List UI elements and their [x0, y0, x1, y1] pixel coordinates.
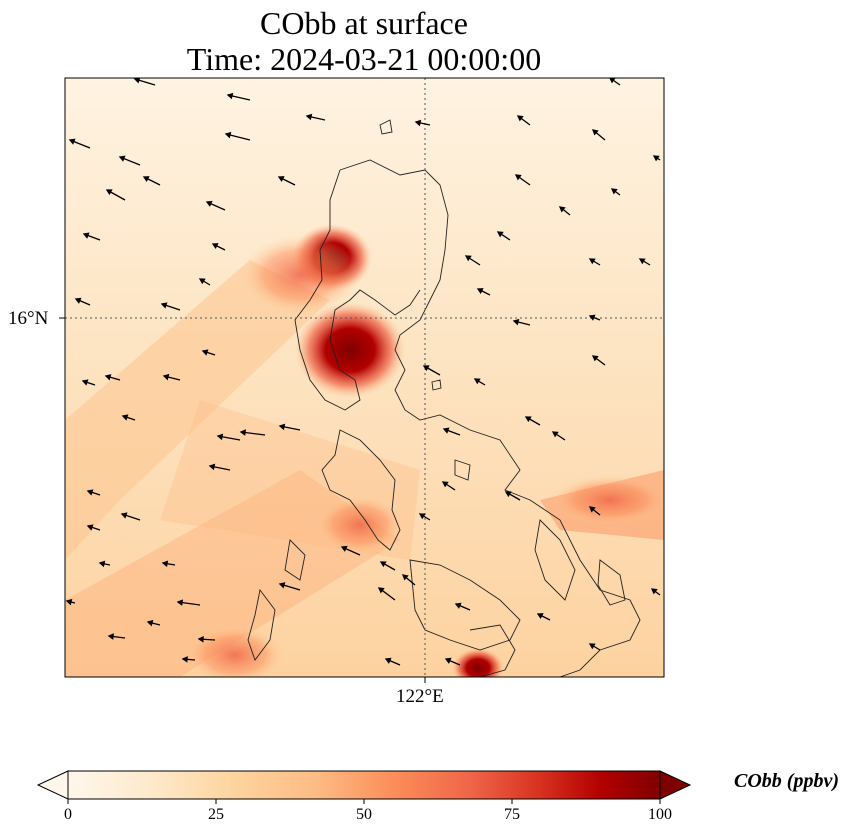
wind-arrow-head — [216, 433, 224, 441]
wind-arrow-head — [591, 355, 599, 362]
wind-arrow-head — [161, 560, 169, 568]
wind-arrow-head — [638, 258, 646, 265]
latitude-label: 16°N — [8, 308, 49, 329]
wind-arrow-head — [340, 545, 348, 552]
wind-arrow-head — [226, 92, 234, 100]
colorbar-tick: 0 — [64, 806, 72, 823]
wind-arrow-head — [422, 365, 430, 372]
wind-arrow-head — [208, 463, 216, 471]
wind-arrow-head — [86, 489, 94, 496]
wind-arrow-head — [181, 656, 188, 663]
colorbar-tick: 50 — [356, 806, 372, 823]
wind-arrow-head — [86, 524, 94, 531]
wind-arrow-head — [197, 635, 204, 643]
colorbar-extend-high — [659, 770, 692, 800]
wind-arrow-head — [454, 602, 462, 609]
wind-arrow-head — [277, 176, 285, 183]
wind-arrow-head — [118, 155, 126, 162]
wind-arrow-head — [104, 374, 112, 381]
wind-arrow-head — [305, 113, 313, 121]
wind-vectors — [65, 78, 661, 666]
wind-arrow-head — [162, 373, 170, 381]
wind-arrow-head — [120, 512, 128, 519]
wind-arrow-head — [504, 491, 512, 498]
wind-arrow-head — [588, 643, 596, 650]
wind-arrow-head — [201, 349, 209, 356]
wind-arrow-head — [401, 574, 409, 581]
wind-arrow-head — [105, 189, 113, 196]
wind-arrow-head — [224, 131, 232, 139]
wind-arrow-head — [496, 231, 504, 238]
colorbar-unit-label: CObb (ppbv) — [734, 770, 839, 792]
wind-arrow-head — [278, 423, 286, 431]
wind-arrow-head — [418, 513, 426, 520]
wind-arrow-head — [588, 506, 596, 513]
wind-arrow-head — [536, 613, 544, 620]
colorbar-tick: 75 — [504, 806, 520, 823]
colorbar-extend-low — [36, 770, 69, 800]
wind-arrow-head — [444, 657, 452, 664]
coastline — [247, 119, 641, 677]
wind-arrow-head — [107, 633, 115, 640]
wind-arrow-head — [414, 119, 422, 127]
wind-arrow-head — [384, 657, 392, 664]
wind-arrow-head — [476, 288, 484, 295]
wind-arrow-head — [82, 232, 90, 239]
wind-arrow-head — [610, 188, 618, 195]
wind-arrow-head — [379, 561, 387, 568]
wind-arrow-head — [591, 129, 599, 136]
wind-arrow-head — [176, 599, 184, 606]
wind-arrow-head — [121, 414, 129, 421]
wind-arrow-head — [652, 155, 660, 162]
wind-arrow-head — [142, 176, 150, 183]
wind-arrow-head — [211, 243, 219, 250]
wind-arrow-head — [65, 598, 73, 606]
wind-arrow-head — [512, 318, 520, 326]
wind-arrow-head — [98, 560, 106, 568]
map-frame — [64, 77, 665, 678]
map-title: CObb at surface — [260, 5, 468, 41]
wind-arrow-head — [205, 200, 213, 207]
wind-arrow-head — [146, 619, 154, 627]
wind-arrow-head — [588, 258, 596, 265]
wind-arrow-head — [81, 379, 89, 386]
wind-arrow-head — [514, 174, 522, 181]
wind-arrow-head — [516, 115, 524, 122]
wind-arrow-head — [68, 138, 76, 145]
wind-arrow-head — [588, 314, 596, 321]
wind-arrow-head — [442, 427, 450, 434]
wind-arrow-head — [551, 431, 559, 438]
wind-arrow-head — [74, 297, 82, 304]
colorbar-tick: 100 — [648, 806, 672, 823]
map-time: Time: 2024-03-21 00:00:00 — [186, 41, 542, 77]
wind-arrow-head — [278, 582, 286, 589]
wind-arrow-head — [650, 588, 658, 595]
wind-arrow-head — [524, 416, 532, 423]
longitude-label: 122°E — [396, 686, 444, 707]
wind-arrow-head — [558, 206, 566, 213]
wind-arrow-head — [133, 78, 141, 84]
wind-arrow-head — [464, 255, 472, 262]
colorbar — [36, 770, 692, 804]
wind-arrow-head — [377, 587, 385, 594]
colorbar-tick: 25 — [208, 806, 224, 823]
wind-arrow-head — [473, 378, 481, 385]
wind-arrow-head — [198, 278, 206, 285]
wind-arrow-head — [239, 429, 247, 436]
concentration-field — [65, 78, 664, 677]
wind-arrow-head — [441, 481, 449, 488]
wind-arrow-head — [160, 302, 168, 309]
